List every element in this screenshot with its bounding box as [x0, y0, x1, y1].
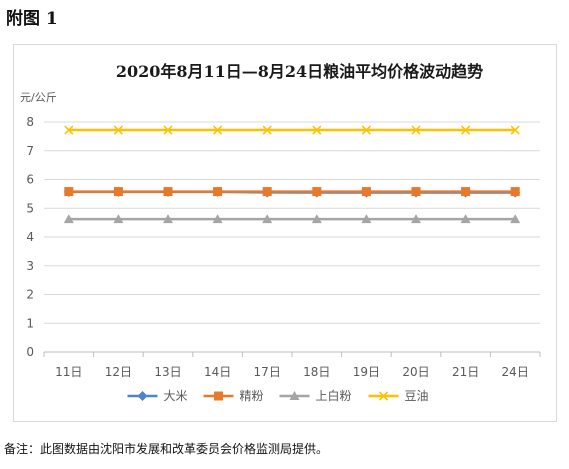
- data-point: [411, 214, 421, 224]
- y-tick-label: 5: [26, 201, 34, 215]
- x-tick-label: 20日: [402, 365, 429, 379]
- data-point: [510, 214, 521, 224]
- data-point: [63, 214, 74, 224]
- data-point: [411, 187, 421, 197]
- data-point: [461, 125, 471, 135]
- legend-marker: [289, 391, 300, 400]
- data-point: [361, 125, 371, 135]
- data-point: [460, 214, 471, 224]
- x-tick-label: 12日: [105, 365, 132, 379]
- data-point: [163, 125, 173, 135]
- data-point: [113, 187, 123, 197]
- data-point: [461, 187, 471, 197]
- y-axis-label: 元/公斤: [20, 91, 57, 104]
- data-point: [262, 125, 272, 135]
- chart-title: 2020年8月11日—8月24日粮油平均价格波动趋势: [115, 62, 484, 81]
- data-point: [312, 187, 322, 197]
- x-tick-label: 24日: [502, 365, 529, 379]
- legend-marker: [378, 391, 389, 401]
- data-point: [262, 187, 272, 197]
- x-tick-label: 17日: [254, 365, 281, 379]
- data-point: [163, 214, 173, 224]
- x-tick-label: 18日: [303, 365, 330, 379]
- data-point: [212, 214, 223, 224]
- data-point: [361, 187, 371, 197]
- legend-label: 上白粉: [316, 388, 352, 403]
- legend-label: 大米: [164, 389, 188, 403]
- y-tick-label: 3: [26, 259, 34, 273]
- legend-marker: [137, 391, 148, 401]
- x-tick-label: 19日: [353, 365, 380, 379]
- data-point: [163, 187, 173, 197]
- x-tick-label: 11日: [55, 365, 82, 379]
- data-point: [361, 214, 372, 224]
- data-point: [213, 125, 223, 135]
- footnote: 备注：此图数据由沈阳市发展和改革委员会价格监测局提供。: [4, 442, 329, 456]
- x-tick-label: 14日: [204, 365, 231, 379]
- data-point: [113, 214, 124, 224]
- data-point: [262, 214, 273, 224]
- data-point: [113, 125, 123, 135]
- chart-frame: [13, 44, 557, 422]
- y-tick-label: 4: [26, 230, 34, 244]
- legend-label: 豆油: [405, 389, 429, 403]
- appendix-label: 附图 1: [6, 9, 58, 29]
- x-tick-label: 13日: [154, 365, 181, 379]
- data-point: [510, 125, 520, 135]
- y-tick-label: 1: [26, 316, 34, 330]
- y-tick-label: 2: [26, 288, 34, 302]
- data-point: [312, 125, 322, 135]
- data-point: [311, 214, 322, 224]
- data-point: [411, 125, 421, 135]
- y-tick-label: 0: [26, 345, 34, 359]
- y-tick-label: 8: [26, 115, 34, 129]
- data-point: [64, 125, 74, 135]
- legend-marker: [214, 391, 223, 401]
- y-tick-label: 7: [26, 144, 34, 158]
- x-tick-label: 21日: [452, 365, 479, 379]
- y-tick-label: 6: [26, 173, 34, 187]
- data-point: [64, 187, 74, 197]
- legend-label: 精粉: [240, 389, 264, 403]
- data-point: [510, 187, 520, 197]
- data-point: [213, 187, 223, 197]
